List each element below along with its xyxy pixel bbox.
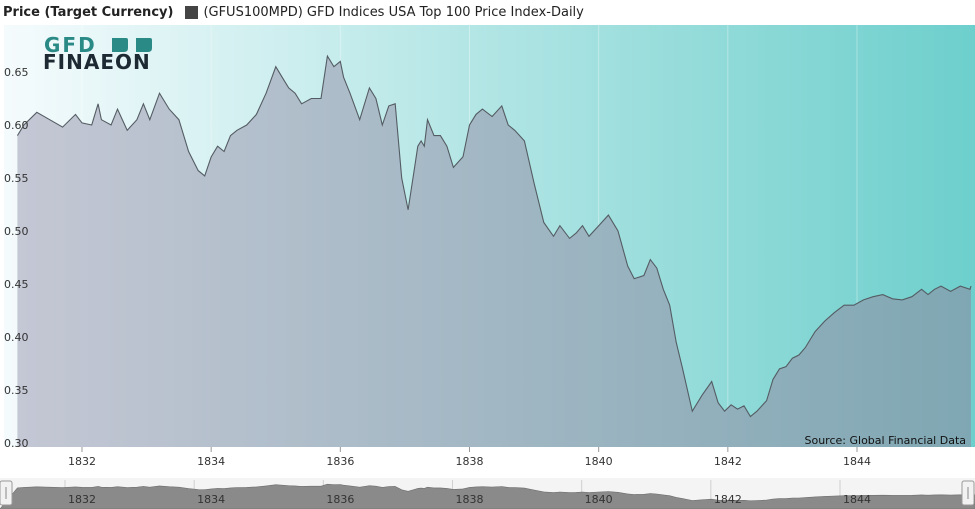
y-tick-label: 0.40 [4,331,29,344]
navigator-tick-label: 1836 [326,493,354,506]
gfd-finaeon-logo: GFD FINAEON [43,33,152,74]
x-tick-label: 1844 [843,455,871,468]
navigator-tick-label: 1840 [585,493,613,506]
y-tick-label: 0.60 [4,119,29,132]
navigator-tick-label: 1834 [197,493,225,506]
legend-item-label[interactable]: (GFUS100MPD) GFD Indices USA Top 100 Pri… [203,4,584,20]
x-tick-label: 1836 [326,455,354,468]
legend-swatch[interactable] [185,5,199,19]
y-axis-ticks: 0.30 0.35 0.40 0.45 0.50 0.55 0.60 0.65 [4,66,29,450]
navigator-series-area [0,483,975,509]
navigator-tick-label: 1842 [714,493,742,506]
y-tick-label: 0.55 [4,172,29,185]
x-tick-label: 1840 [585,455,613,468]
logo-top-text: GFD [44,33,97,57]
source-note: Source: Global Financial Data [805,434,967,447]
navigator-tick-label: 1844 [843,493,871,506]
x-tick-label: 1834 [197,455,225,468]
y-tick-label: 0.35 [4,384,29,397]
y-tick-label: 0.50 [4,225,29,238]
navigator-left-handle[interactable] [0,480,13,506]
navigator-tick-label: 1832 [68,493,96,506]
series-line[interactable] [16,54,972,418]
series-area[interactable] [17,56,971,447]
navigator-right-handle[interactable] [961,480,975,506]
x-tick-label: 1832 [68,455,96,468]
y-axis-title: Price (Target Currency) [3,4,174,20]
y-tick-label: 0.65 [4,66,29,79]
chart-header: Price (Target Currency) (GFUS100MPD) GFD… [0,0,975,24]
x-tick-label: 1838 [456,455,484,468]
y-tick-label: 0.30 [4,437,29,450]
x-tick-label: 1842 [714,455,742,468]
leaf-icon [112,38,128,52]
navigator[interactable]: 1832 1834 1836 1838 1840 1842 1844 [0,478,975,509]
leaf-icon [136,38,152,52]
x-axis-ticks: 1832 1834 1836 1838 1840 1842 1844 [68,447,871,468]
navigator-ticks: 1832 1834 1836 1838 1840 1842 1844 [68,493,871,506]
y-tick-label: 0.45 [4,278,29,291]
logo-bottom-text: FINAEON [43,50,151,74]
navigator-tick-label: 1838 [456,493,484,506]
